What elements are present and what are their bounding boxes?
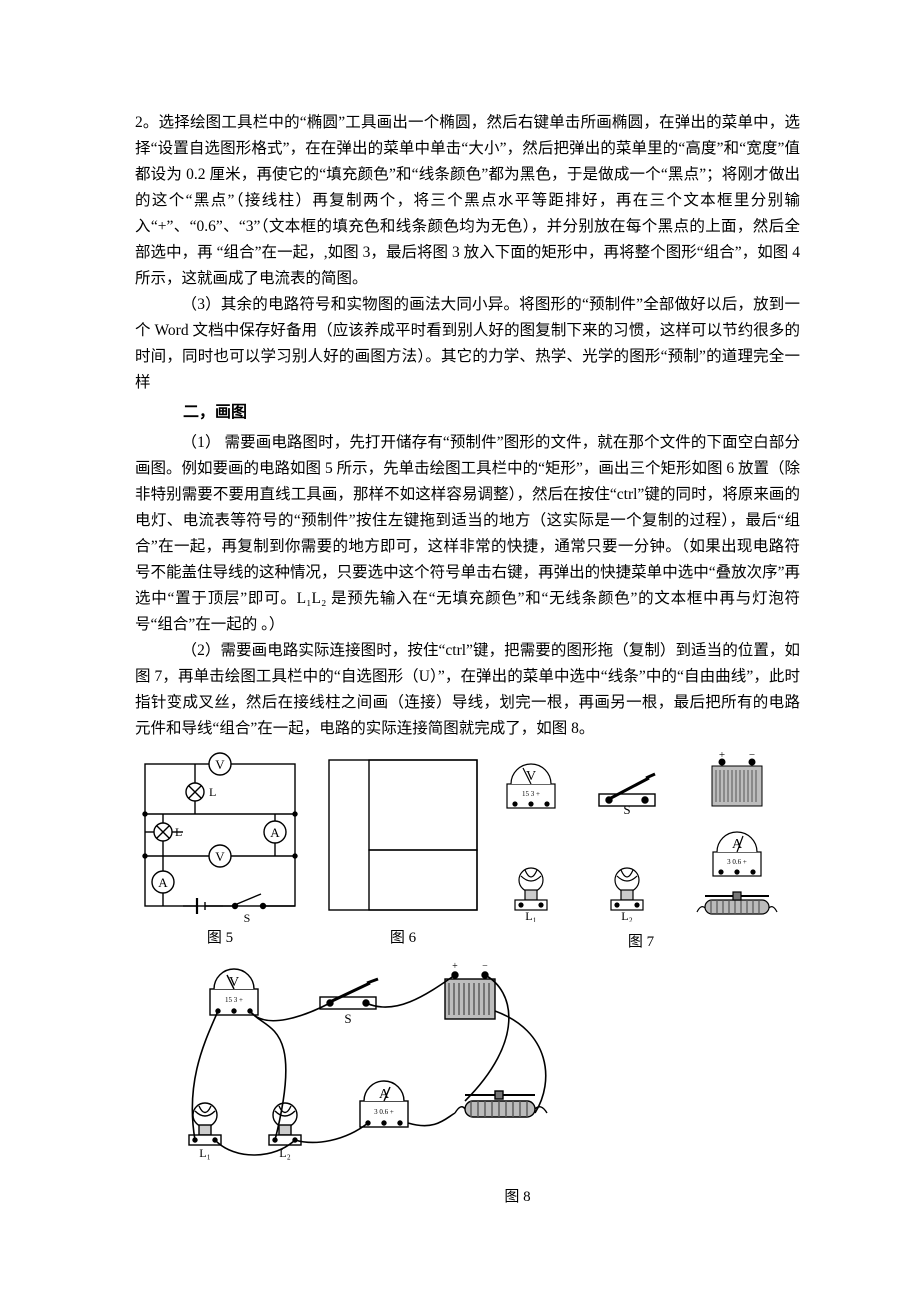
svg-text:V: V bbox=[229, 975, 239, 990]
fig7-grid: V 15 3 + S bbox=[501, 752, 781, 922]
svg-text:3 0.6 +: 3 0.6 + bbox=[727, 858, 747, 866]
svg-text:A: A bbox=[379, 1087, 390, 1102]
fig7-label: 图 7 bbox=[628, 930, 654, 951]
svg-text:−: − bbox=[482, 961, 488, 972]
svg-text:V: V bbox=[215, 849, 225, 864]
figure-5: V L L bbox=[135, 752, 305, 947]
heading-2: 二，画图 bbox=[135, 400, 800, 426]
fig7-right-stack: A 3 0.6 + bbox=[693, 828, 781, 922]
svg-text:A: A bbox=[270, 825, 280, 840]
svg-text:S: S bbox=[623, 802, 630, 814]
svg-text:15 3 +: 15 3 + bbox=[225, 996, 243, 1004]
svg-text:15 3 +: 15 3 + bbox=[522, 790, 540, 798]
svg-text:S: S bbox=[244, 911, 251, 922]
figure-row-567: V L L bbox=[135, 752, 800, 951]
battery-icon: + − bbox=[702, 752, 772, 814]
page: 2。选择绘图工具栏中的“椭圆”工具画出一个椭圆，然后右键单击所画椭圆，在弹出的菜… bbox=[0, 0, 920, 1266]
svg-text:L₁: L₁ bbox=[525, 909, 537, 922]
wiring-diagram-fig8: V 15 3 + S bbox=[155, 961, 585, 1181]
svg-text:V: V bbox=[215, 757, 225, 772]
bulb-l2-icon: L₂ bbox=[603, 862, 651, 922]
fig6-label: 图 6 bbox=[390, 926, 416, 947]
svg-text:+: + bbox=[719, 752, 725, 761]
ammeter-icon: A 3 0.6 + bbox=[707, 828, 767, 880]
svg-text:L₁: L₁ bbox=[199, 1146, 211, 1160]
svg-text:+: + bbox=[452, 961, 458, 972]
voltmeter-icon: V 15 3 + bbox=[501, 756, 561, 814]
figure-8: V 15 3 + S bbox=[155, 961, 800, 1206]
svg-text:A: A bbox=[158, 875, 168, 890]
rect-stack-fig6 bbox=[323, 752, 483, 922]
svg-text:L₂: L₂ bbox=[621, 909, 633, 922]
fig5-label: 图 5 bbox=[207, 926, 233, 947]
svg-text:V: V bbox=[526, 769, 536, 784]
bulb-l1-icon: L₁ bbox=[507, 862, 555, 922]
figure-6: 图 6 bbox=[323, 752, 483, 947]
svg-text:L: L bbox=[209, 785, 216, 799]
svg-text:3 0.6 +: 3 0.6 + bbox=[374, 1108, 394, 1116]
paragraph-1: 2。选择绘图工具栏中的“椭圆”工具画出一个椭圆，然后右键单击所画椭圆，在弹出的菜… bbox=[135, 110, 800, 292]
svg-text:S: S bbox=[344, 1011, 351, 1026]
rheostat-icon bbox=[693, 888, 781, 922]
figure-7: V 15 3 + S bbox=[501, 752, 781, 951]
fig8-label: 图 8 bbox=[504, 1185, 530, 1206]
paragraph-4: （2）需要画电路实际连接图时，按住“ctrl”键，把需要的图形拖（复制）到适当的… bbox=[135, 638, 800, 742]
paragraph-3: （1） 需要画电路图时，先打开储存有“预制件”图形的文件，就在那个文件的下面空白… bbox=[135, 430, 800, 638]
svg-text:−: − bbox=[749, 752, 755, 761]
svg-text:L: L bbox=[175, 825, 182, 839]
circuit-diagram-fig5: V L L bbox=[135, 752, 305, 922]
switch-icon: S bbox=[591, 764, 663, 814]
svg-text:A: A bbox=[732, 837, 743, 852]
paragraph-2: （3）其余的电路符号和实物图的画法大同小异。将图形的“预制件”全部做好以后，放到… bbox=[135, 292, 800, 396]
